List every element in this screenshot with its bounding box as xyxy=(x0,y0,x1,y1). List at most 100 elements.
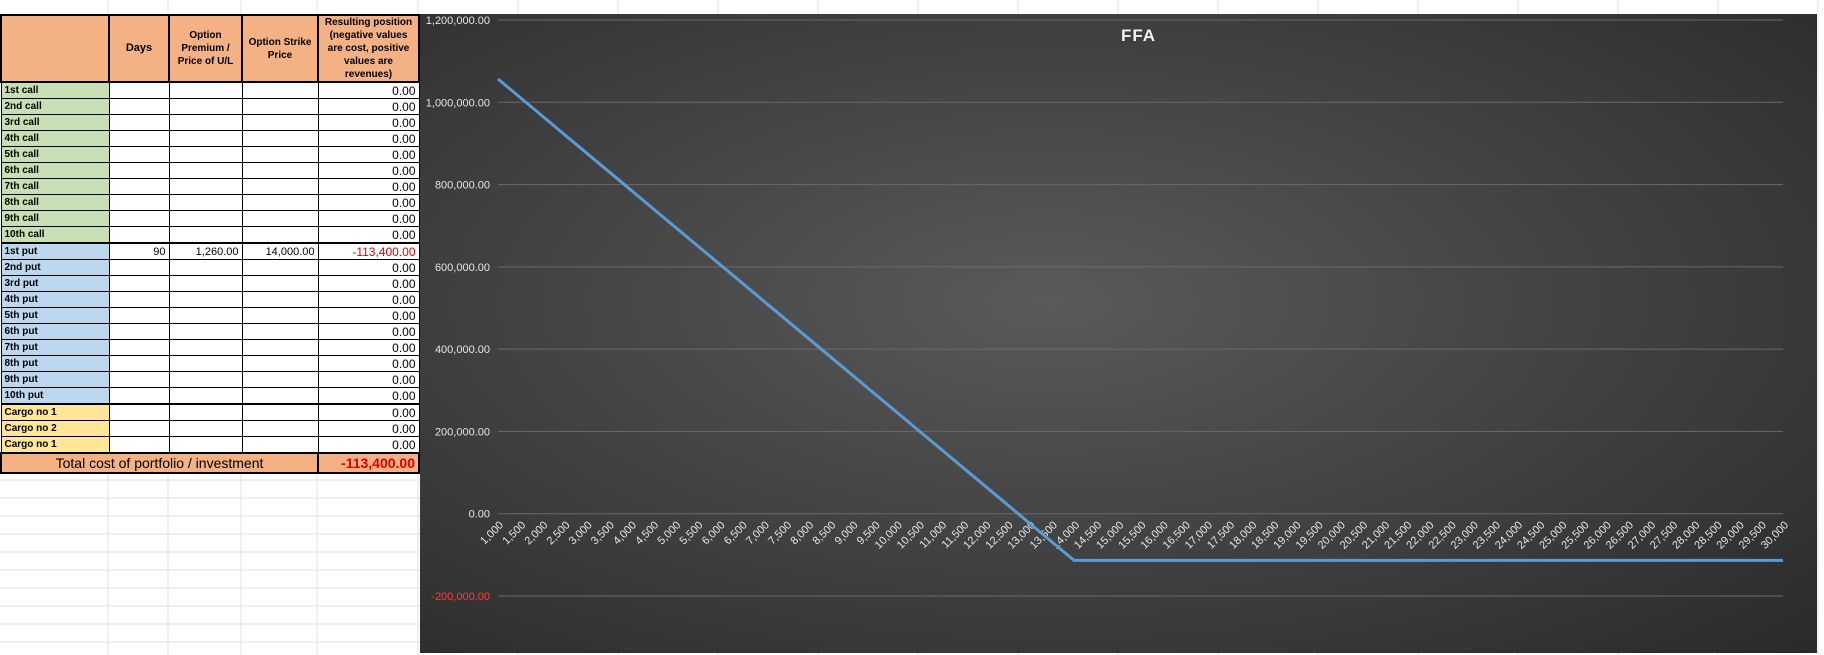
cell-result[interactable]: 0.00 xyxy=(317,178,420,195)
cell-days[interactable] xyxy=(108,210,170,227)
cell-strike[interactable] xyxy=(241,146,319,163)
cell-strike[interactable] xyxy=(241,130,319,147)
cell-strike[interactable] xyxy=(241,436,319,454)
cell-result[interactable]: 0.00 xyxy=(317,403,420,421)
cell-days[interactable] xyxy=(108,194,170,211)
cell-result[interactable]: 0.00 xyxy=(317,307,420,324)
cell-premium[interactable] xyxy=(168,226,243,244)
cell-days[interactable] xyxy=(108,291,170,308)
cell-result[interactable]: 0.00 xyxy=(317,98,420,115)
cell-days[interactable] xyxy=(108,339,170,356)
cell-days[interactable] xyxy=(108,307,170,324)
cell-strike[interactable] xyxy=(241,226,319,244)
cell-strike[interactable] xyxy=(241,291,319,308)
cell-days[interactable] xyxy=(108,355,170,372)
cell-result[interactable]: 0.00 xyxy=(317,275,420,292)
cell-strike[interactable] xyxy=(241,98,319,115)
cell-days[interactable] xyxy=(108,403,170,421)
cell-days[interactable] xyxy=(108,162,170,179)
total-label[interactable]: Total cost of portfolio / investment xyxy=(0,452,319,474)
cell-strike[interactable] xyxy=(241,323,319,340)
cell-result[interactable]: 0.00 xyxy=(317,162,420,179)
cell-premium[interactable] xyxy=(168,210,243,227)
data-point xyxy=(1781,558,1785,562)
cell-premium[interactable] xyxy=(168,275,243,292)
cell-premium[interactable] xyxy=(168,130,243,147)
cell-days[interactable] xyxy=(108,130,170,147)
cell-days[interactable] xyxy=(108,323,170,340)
cell-strike[interactable] xyxy=(241,275,319,292)
cell-strike[interactable] xyxy=(241,307,319,324)
cell-strike[interactable] xyxy=(241,387,319,405)
cell-premium[interactable] xyxy=(168,420,243,437)
cell-premium[interactable] xyxy=(168,307,243,324)
cell-result[interactable]: 0.00 xyxy=(317,387,420,405)
cell-result[interactable]: 0.00 xyxy=(317,355,420,372)
cell-result[interactable]: 0.00 xyxy=(317,146,420,163)
cell-result[interactable]: 0.00 xyxy=(317,420,420,437)
cell-strike[interactable] xyxy=(241,178,319,195)
cell-result[interactable]: 0.00 xyxy=(317,81,420,99)
cell-premium[interactable] xyxy=(168,355,243,372)
cell-strike[interactable] xyxy=(241,420,319,437)
cell-strike[interactable] xyxy=(241,81,319,99)
cell-days[interactable] xyxy=(108,371,170,388)
cell-result[interactable]: 0.00 xyxy=(317,226,420,244)
cell-premium[interactable] xyxy=(168,146,243,163)
cell-premium[interactable] xyxy=(168,259,243,276)
cell-result[interactable]: 0.00 xyxy=(317,291,420,308)
cell-result[interactable]: 0.00 xyxy=(317,114,420,131)
cell-result[interactable]: -113,400.00 xyxy=(317,242,420,260)
cell-strike[interactable] xyxy=(241,355,319,372)
cell-premium[interactable] xyxy=(168,403,243,421)
cell-result[interactable]: 0.00 xyxy=(317,436,420,454)
cell-premium[interactable] xyxy=(168,291,243,308)
cell-strike[interactable] xyxy=(241,210,319,227)
cell-days[interactable] xyxy=(108,98,170,115)
cell-result[interactable]: 0.00 xyxy=(317,194,420,211)
cell-result[interactable]: 0.00 xyxy=(317,371,420,388)
cell-premium[interactable] xyxy=(168,339,243,356)
cell-days[interactable]: 90 xyxy=(108,242,170,260)
cell-days[interactable] xyxy=(108,114,170,131)
cell-result[interactable]: 0.00 xyxy=(317,259,420,276)
cell-result[interactable]: 0.00 xyxy=(317,323,420,340)
cell-premium[interactable] xyxy=(168,162,243,179)
cell-days[interactable] xyxy=(108,275,170,292)
cell-strike[interactable] xyxy=(241,371,319,388)
cell-strike[interactable] xyxy=(241,259,319,276)
total-value[interactable]: -113,400.00 xyxy=(317,452,420,474)
y-tick-label: 600,000.00 xyxy=(435,262,490,274)
cell-premium[interactable] xyxy=(168,114,243,131)
cell-strike[interactable]: 14,000.00 xyxy=(241,242,319,260)
cell-days[interactable] xyxy=(108,178,170,195)
cell-result[interactable]: 0.00 xyxy=(317,210,420,227)
series-line[interactable] xyxy=(497,77,1783,562)
cell-premium[interactable] xyxy=(168,387,243,405)
cell-days[interactable] xyxy=(108,81,170,99)
cell-days[interactable] xyxy=(108,259,170,276)
cell-premium[interactable] xyxy=(168,194,243,211)
cell-strike[interactable] xyxy=(241,194,319,211)
cell-days[interactable] xyxy=(108,387,170,405)
table-row: 9th call 0.00 xyxy=(0,210,420,227)
cell-days[interactable] xyxy=(108,146,170,163)
cell-days[interactable] xyxy=(108,436,170,454)
cell-strike[interactable] xyxy=(241,403,319,421)
cell-premium[interactable] xyxy=(168,178,243,195)
cell-premium[interactable]: 1,260.00 xyxy=(168,242,243,260)
cell-result[interactable]: 0.00 xyxy=(317,130,420,147)
cell-premium[interactable] xyxy=(168,323,243,340)
cell-days[interactable] xyxy=(108,420,170,437)
chart-area[interactable]: FFA 1,200,000.00 1,000,000.00 800,000.00 60… xyxy=(420,14,1817,653)
cell-premium[interactable] xyxy=(168,371,243,388)
cell-days[interactable] xyxy=(108,226,170,244)
cell-result[interactable]: 0.00 xyxy=(317,339,420,356)
cell-premium[interactable] xyxy=(168,436,243,454)
cell-strike[interactable] xyxy=(241,339,319,356)
cell-premium[interactable] xyxy=(168,81,243,99)
cell-strike[interactable] xyxy=(241,114,319,131)
row-label: 5th call xyxy=(0,146,110,163)
cell-premium[interactable] xyxy=(168,98,243,115)
cell-strike[interactable] xyxy=(241,162,319,179)
